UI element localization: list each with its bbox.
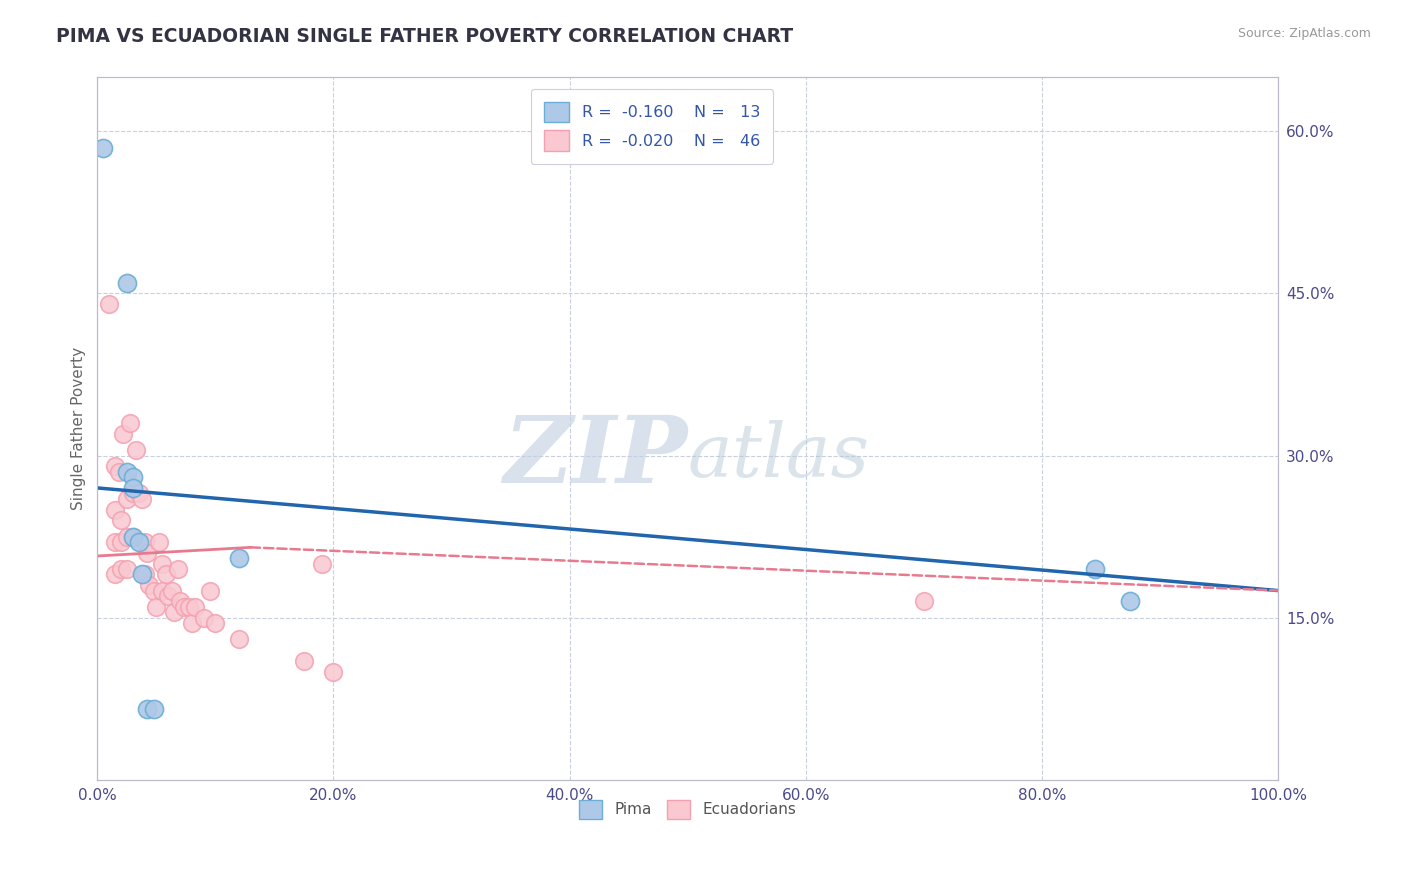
Point [112,426,135,441]
Point [292,654,315,668]
Point [121,470,143,484]
Point [150,583,173,598]
Point [179,599,201,614]
Point [912,594,935,608]
Point [155,567,177,582]
Point [115,530,138,544]
Point [115,562,138,576]
Text: atlas: atlas [688,420,870,493]
Point [115,465,138,479]
Point [110,535,132,549]
Point [115,491,138,506]
Y-axis label: Single Father Poverty: Single Father Poverty [72,347,86,510]
Point [138,578,160,592]
Text: PIMA VS ECUADORIAN SINGLE FATHER POVERTY CORRELATION CHART: PIMA VS ECUADORIAN SINGLE FATHER POVERTY… [56,27,793,45]
Point [98,297,121,311]
Point [115,276,138,290]
Point [228,551,250,566]
Point [91,141,114,155]
Point [1084,562,1107,576]
Point [145,599,167,614]
Point [1119,594,1142,608]
Text: Source: ZipAtlas.com: Source: ZipAtlas.com [1237,27,1371,40]
Point [198,583,221,598]
Point [131,567,153,582]
Point [184,599,207,614]
Point [150,557,173,571]
Point [128,486,150,500]
Point [173,599,195,614]
Point [104,502,127,516]
Point [136,546,159,560]
Point [157,589,180,603]
Point [125,443,148,458]
Point [136,702,159,716]
Point [121,481,143,495]
Point [228,632,250,647]
Point [131,491,153,506]
Point [148,535,170,549]
Point [128,535,150,549]
Point [104,459,127,474]
Point [311,557,333,571]
Point [120,416,142,430]
Point [121,486,143,500]
Point [322,665,344,679]
Point [166,562,188,576]
Point [143,583,166,598]
Point [193,610,215,624]
Point [134,567,156,582]
Point [143,702,166,716]
Point [104,567,127,582]
Point [204,615,226,630]
Point [110,562,132,576]
Point [169,594,191,608]
Text: ZIP: ZIP [503,411,688,501]
Point [104,535,127,549]
Point [134,535,156,549]
Point [180,615,202,630]
Point [163,605,186,619]
Legend: Pima, Ecuadorians: Pima, Ecuadorians [574,794,803,824]
Point [110,513,132,527]
Point [160,583,183,598]
Point [107,465,129,479]
Point [121,530,143,544]
Point [121,530,143,544]
